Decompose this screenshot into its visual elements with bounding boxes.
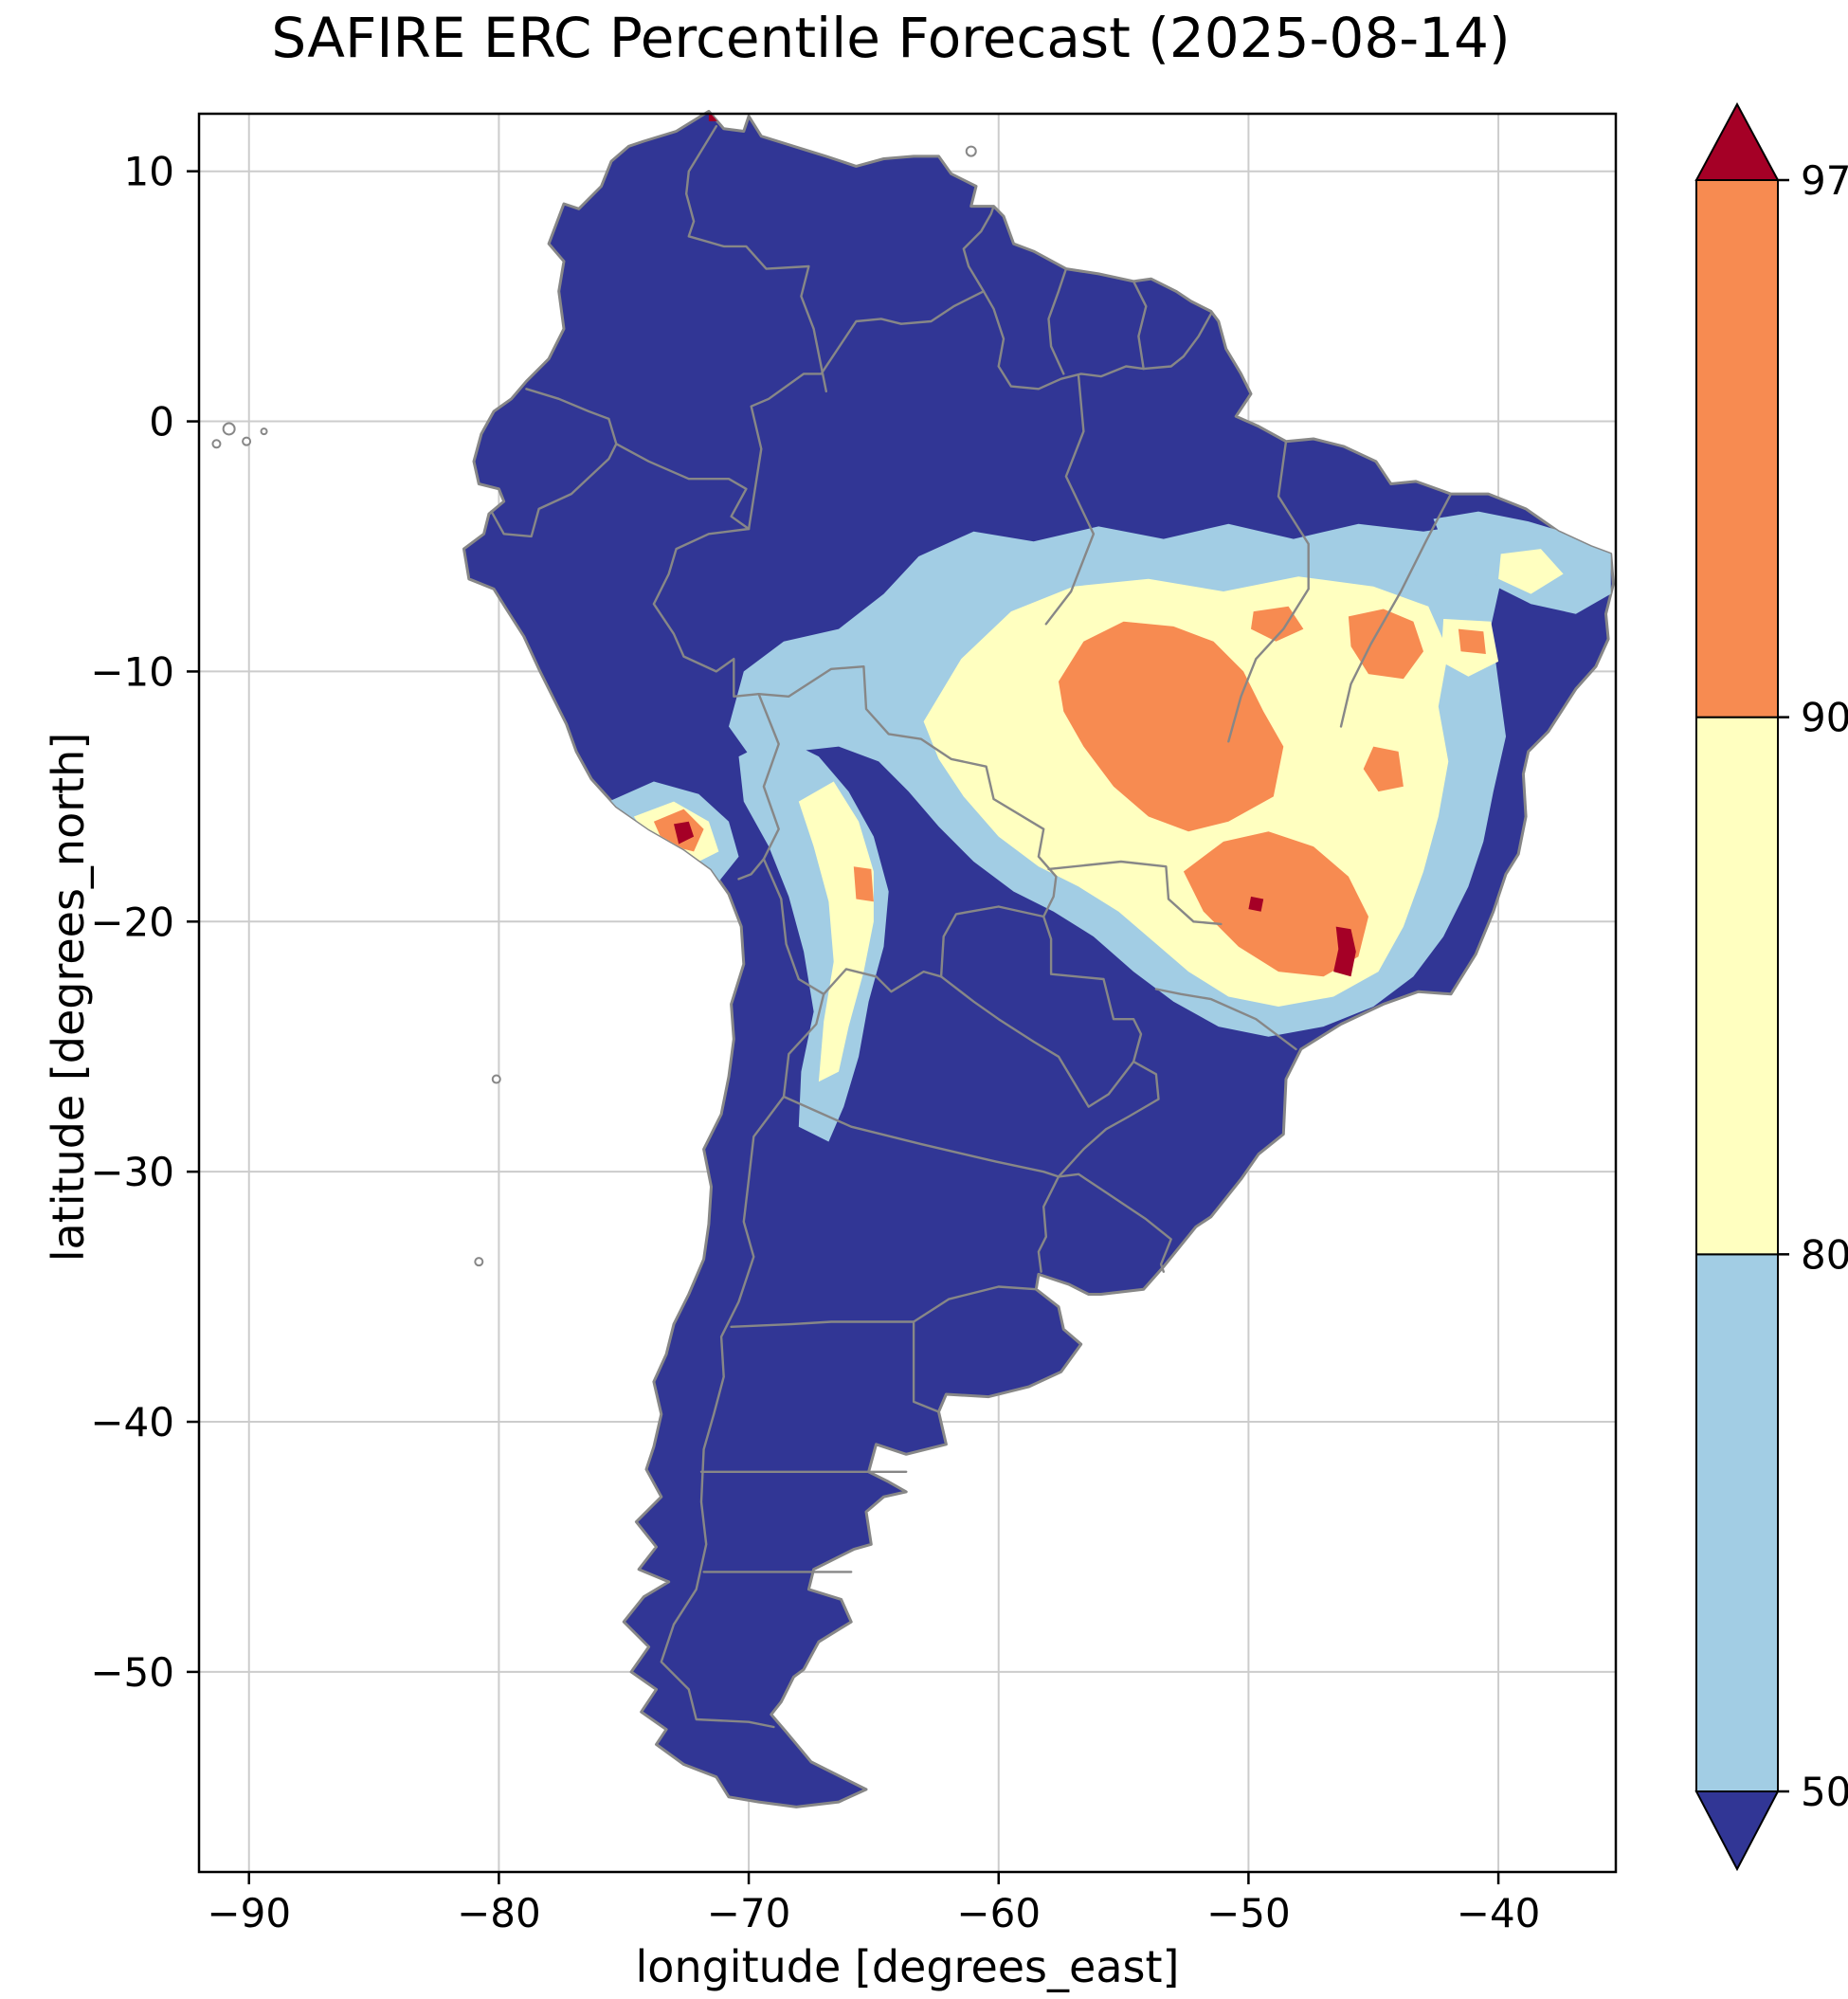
colorbar-under-arrow: [1694, 1790, 1780, 1872]
y-ticks: 10 0 −10 −20 −30 −40 −50: [90, 149, 199, 1696]
island-dot: [211, 439, 222, 449]
island-dot: [474, 1257, 484, 1267]
y-tick-label: 0: [149, 399, 174, 445]
region-p80_90: [798, 781, 874, 1082]
x-tick-label: −50: [1206, 1890, 1291, 1936]
region-p90_97: [1251, 606, 1304, 642]
x-tick-label: −90: [207, 1890, 291, 1936]
x-tick-label: −60: [956, 1890, 1041, 1936]
x-axis-label: longitude [degrees_east]: [635, 1941, 1180, 1992]
colorbar: 50 80 90 97: [1694, 101, 1848, 1872]
island-dot: [222, 422, 236, 436]
region-p90_97: [853, 866, 874, 902]
colorbar-band-p50_80: [1695, 1253, 1779, 1793]
y-tick-label: −20: [90, 899, 174, 945]
y-axis-label: latitude [degrees_north]: [43, 732, 94, 1263]
x-tick-label: −80: [457, 1890, 541, 1936]
axes-frame: [197, 112, 1618, 1874]
colorbar-band-p90_97: [1695, 179, 1779, 718]
island-dot: [965, 145, 977, 157]
percentile-regions: [608, 114, 1611, 1142]
x-tick-label: −70: [707, 1890, 791, 1936]
region-p90_97: [1458, 628, 1486, 654]
y-tick-label: −30: [90, 1149, 174, 1195]
islands: [211, 145, 977, 1267]
region-above_97: [1333, 926, 1356, 977]
y-tick-label: −50: [90, 1649, 174, 1696]
island-dot: [491, 1074, 501, 1084]
region-p90_97: [1183, 831, 1368, 977]
region-p90_97: [1348, 609, 1423, 680]
x-tick-label: −40: [1457, 1890, 1541, 1936]
island-dot: [242, 436, 252, 446]
colorbar-band-p80_90: [1695, 716, 1779, 1256]
region-p90_97: [1363, 746, 1404, 792]
region-p80_90: [1498, 549, 1564, 594]
chart-title: SAFIRE ERC Percentile Forecast (2025-08-…: [271, 6, 1511, 70]
colorbar-tick-label: 97: [1801, 157, 1848, 204]
colorbar-tick-label: 90: [1801, 695, 1848, 741]
admin-borders: [490, 124, 1453, 1729]
colorbar-over-arrow: [1694, 101, 1780, 181]
region-p90_97: [1059, 621, 1284, 832]
y-tick-label: −40: [90, 1399, 174, 1445]
land-base: [462, 109, 1615, 1808]
y-tick-label: −10: [90, 648, 174, 695]
colorbar-tick-label: 50: [1801, 1769, 1848, 1815]
colorbar-tick-label: 80: [1801, 1231, 1848, 1278]
region-above_97: [1248, 896, 1264, 912]
island-dot: [260, 427, 268, 436]
y-tick-label: 10: [124, 149, 174, 195]
x-ticks: −90 −80 −70 −60 −50 −40: [207, 1872, 1540, 1936]
region-above_97: [674, 821, 695, 845]
